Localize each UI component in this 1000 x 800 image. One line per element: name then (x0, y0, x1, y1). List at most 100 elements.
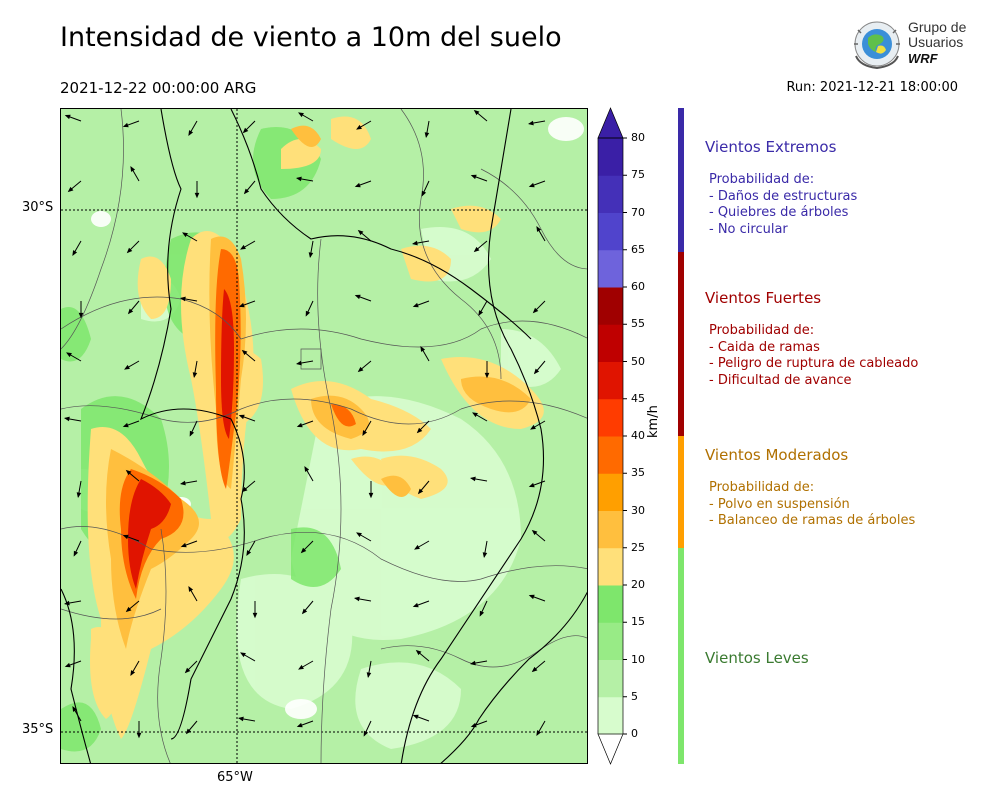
colorbar-segment (598, 398, 623, 437)
colorbar-segment (598, 696, 623, 735)
wind-arrow-head (179, 480, 186, 486)
wind-arrow-head (125, 469, 132, 476)
colorbar-tick-label: 0 (631, 727, 638, 740)
wind-arrow-head (469, 476, 476, 482)
colorbar-tick-label: 30 (631, 503, 645, 517)
wind-arrow-head (528, 182, 535, 188)
wind-arrow-head (182, 232, 188, 238)
wind-arrow-head (469, 660, 476, 666)
colorbar-segment (598, 622, 623, 660)
desc-line: - Dificultad de avance (709, 372, 852, 388)
colorbar-segment (598, 287, 623, 325)
province-borders (61, 109, 587, 763)
category-title-moderados: Vientos Moderados (705, 446, 849, 464)
colorbar-segment (598, 547, 623, 586)
colorbar-tick-label: 70 (631, 205, 645, 219)
wind-arrow-head (72, 706, 78, 712)
colorbar-segment (598, 212, 623, 251)
colorbar-tick-label: 75 (631, 168, 645, 182)
wind-arrow-head (67, 186, 74, 193)
colorbar-segment (598, 324, 623, 362)
desc-line: Probabilidad de: (709, 480, 815, 495)
wind-arrow-head (527, 120, 534, 126)
wind-arrow-head (536, 226, 542, 232)
wind-arrow-head (194, 192, 200, 199)
logo-line-2: Usuarios (908, 34, 964, 50)
colorbar-tick-label: 5 (631, 689, 638, 703)
colorbar-extension-high (597, 107, 624, 139)
logo-line-3: WRF (908, 51, 938, 66)
valid-time: 2021-12-22 00:00:00 ARG (60, 79, 257, 97)
map-title: Intensidad de viento a 10m del suelo (60, 22, 562, 53)
wind-arrow-head (188, 130, 194, 136)
colorbar-extension-low (597, 733, 624, 765)
wind-arrow-head (356, 532, 362, 538)
wind-arrow-head (366, 672, 372, 679)
wind-arrow-head (412, 302, 419, 308)
wind-arrow-head (298, 664, 304, 670)
wind-arrow-head (252, 612, 258, 619)
wind-arrow-head (424, 132, 430, 139)
wind-arrow-head (528, 482, 535, 488)
wind-arrow-head (295, 360, 302, 366)
wind-arrow-head (528, 594, 535, 600)
wind-arrow-head (243, 188, 250, 195)
wind-arrow-head (473, 109, 480, 116)
category-bar-leves (678, 548, 684, 764)
wind-arrow-head (238, 414, 245, 420)
wind-arrow-head (188, 586, 194, 592)
desc-line: - Balanceo de ramas de árboles (709, 513, 916, 528)
wind-arrow-head (63, 416, 70, 422)
wind-arrow-head (531, 529, 538, 536)
wind-arrow-head (66, 352, 72, 358)
colorbar-tick-label: 55 (631, 317, 645, 331)
category-bar-moderados (678, 436, 684, 548)
colorbar-segment (598, 473, 623, 511)
wind-arrow-head (482, 552, 488, 559)
wind-arrow-head (531, 666, 538, 673)
category-title-leves: Vientos Leves (705, 649, 809, 667)
wind-arrow-head (298, 112, 304, 118)
colorbar-segment (598, 436, 623, 474)
desc-line: - Peligro de ruptura de cableado (709, 356, 919, 371)
wind-arrow-head (240, 244, 246, 250)
wind-arrow-head (363, 730, 369, 737)
wind-arrow-head (242, 127, 249, 134)
category-desc-moderados: Probabilidad de: - Polvo en suspensión -… (709, 480, 915, 530)
wind-arrow-head (78, 312, 84, 319)
colorbar-segment (598, 510, 623, 549)
wind-arrow-head (421, 190, 427, 197)
category-bar-fuertes (678, 252, 684, 436)
wind-map (60, 108, 588, 764)
lat-label-35s: 35°S (22, 722, 54, 737)
category-bar-extremos (678, 108, 684, 252)
wind-arrow-head (126, 247, 133, 254)
desc-line: - Polvo en suspensión (709, 496, 850, 512)
colorbar (597, 107, 627, 768)
category-title-fuertes: Vientos Fuertes (705, 289, 822, 307)
wind-arrow-head (127, 308, 134, 315)
colorbar-tick-label: 20 (631, 578, 645, 591)
lat-label-30s: 30°S (22, 200, 54, 215)
wind-arrow-head (241, 486, 248, 493)
wind-arrow-head (130, 166, 136, 172)
wind-arrow-head (356, 124, 362, 130)
wind-arrow-head (412, 714, 419, 720)
wind-arrow-head (530, 424, 536, 430)
wind-arrow-head (362, 430, 368, 436)
wind-arrow-head (122, 122, 129, 128)
wind-arrow-head (308, 252, 314, 259)
wind-arrow-head (124, 364, 130, 370)
wind-arrow-head (470, 722, 477, 728)
wind-arrow-head (412, 602, 419, 608)
colorbar-segment (598, 249, 623, 288)
wind-arrow-head (417, 488, 424, 495)
wind-arrow-head (189, 430, 195, 437)
wind-arrow-head (357, 366, 364, 373)
wind-arrow-head (237, 716, 244, 722)
wind-arrows (63, 109, 546, 739)
wind-arrow-head (536, 730, 542, 736)
wind-arrow-head (76, 492, 82, 499)
colorbar-segment (598, 585, 623, 623)
wind-arrow-head (246, 550, 252, 556)
